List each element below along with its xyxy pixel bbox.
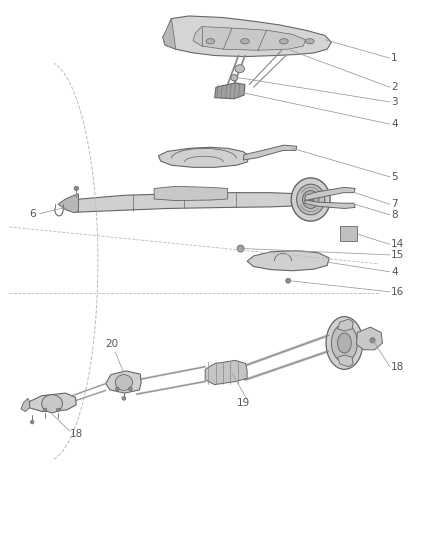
Polygon shape: [304, 188, 355, 200]
Ellipse shape: [370, 338, 375, 343]
Ellipse shape: [307, 196, 314, 203]
Ellipse shape: [291, 178, 330, 221]
Ellipse shape: [286, 278, 290, 283]
Polygon shape: [338, 355, 353, 367]
Polygon shape: [357, 327, 382, 350]
Ellipse shape: [235, 64, 244, 72]
Polygon shape: [66, 192, 310, 212]
Polygon shape: [304, 200, 355, 208]
Ellipse shape: [74, 187, 78, 191]
Text: 16: 16: [391, 287, 404, 297]
Text: 15: 15: [391, 250, 404, 260]
Text: 14: 14: [391, 239, 404, 249]
Polygon shape: [163, 16, 332, 56]
Text: 18: 18: [70, 429, 83, 439]
Ellipse shape: [303, 191, 319, 208]
Polygon shape: [215, 83, 245, 99]
Ellipse shape: [332, 324, 357, 362]
Text: 18: 18: [391, 362, 404, 372]
Ellipse shape: [237, 245, 244, 252]
Ellipse shape: [116, 387, 119, 391]
Ellipse shape: [231, 75, 237, 81]
Polygon shape: [30, 393, 76, 411]
Text: 6: 6: [30, 209, 36, 219]
Ellipse shape: [31, 420, 34, 424]
Polygon shape: [21, 398, 30, 411]
Polygon shape: [106, 371, 141, 393]
Text: 2: 2: [391, 82, 398, 92]
Ellipse shape: [326, 317, 363, 369]
Bar: [340, 227, 357, 241]
Text: 3: 3: [391, 97, 398, 107]
Ellipse shape: [279, 39, 288, 44]
Ellipse shape: [122, 397, 126, 400]
Ellipse shape: [129, 387, 132, 391]
Polygon shape: [247, 251, 329, 271]
Text: 19: 19: [237, 398, 251, 408]
Text: 8: 8: [391, 210, 398, 220]
Text: 4: 4: [391, 119, 398, 129]
Ellipse shape: [240, 39, 249, 44]
Text: 5: 5: [391, 172, 398, 182]
Polygon shape: [193, 27, 305, 50]
Polygon shape: [163, 19, 176, 49]
Text: 4: 4: [391, 267, 398, 277]
Ellipse shape: [206, 39, 215, 44]
Text: 20: 20: [105, 339, 118, 349]
Ellipse shape: [42, 394, 63, 413]
Text: 1: 1: [391, 53, 398, 63]
Polygon shape: [58, 193, 78, 213]
Ellipse shape: [57, 408, 60, 412]
Ellipse shape: [43, 408, 47, 412]
Polygon shape: [243, 145, 297, 160]
Text: 7: 7: [391, 199, 398, 209]
Polygon shape: [154, 187, 228, 200]
Ellipse shape: [297, 184, 325, 215]
Ellipse shape: [305, 39, 314, 44]
Polygon shape: [159, 147, 249, 167]
Polygon shape: [338, 319, 353, 331]
Polygon shape: [205, 360, 247, 385]
Ellipse shape: [338, 333, 351, 353]
Ellipse shape: [115, 375, 133, 391]
